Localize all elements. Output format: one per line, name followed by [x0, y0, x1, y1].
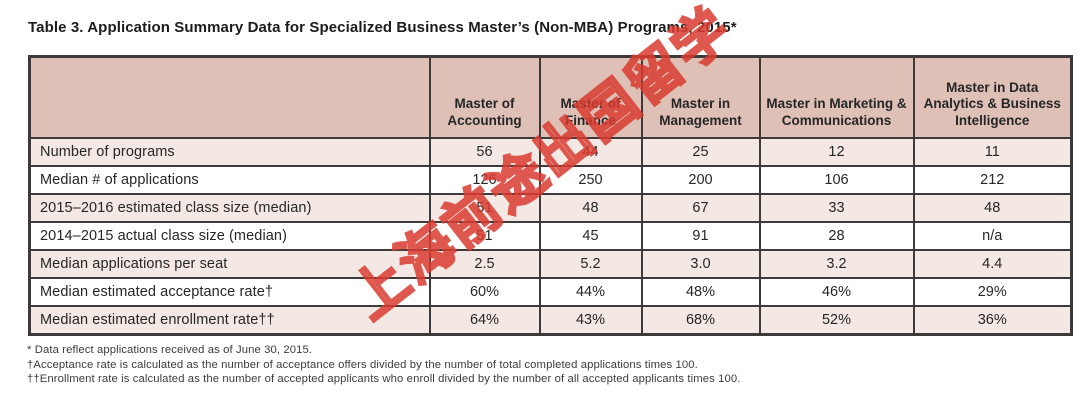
footnote-double-dagger: ††Enrollment rate is calculated as the n… — [27, 373, 741, 385]
data-cell: 68% — [640, 305, 761, 336]
data-cell: 43% — [538, 305, 643, 336]
data-cell: 3.0 — [640, 249, 761, 279]
data-cell: 64% — [428, 305, 541, 336]
row-label: Number of programs — [28, 137, 431, 167]
data-cell: 3.2 — [758, 249, 915, 279]
data-cell: 33 — [758, 193, 915, 223]
data-cell: 45 — [538, 221, 643, 251]
data-cell: 67 — [640, 193, 761, 223]
data-cell: 56 — [428, 137, 541, 167]
data-cell: 44% — [538, 277, 643, 307]
data-cell: 250 — [538, 165, 643, 195]
header-cell-accounting: Master of Accounting — [428, 55, 541, 139]
data-cell: 36% — [912, 305, 1073, 336]
data-cell: 25 — [640, 137, 761, 167]
data-cell: 52% — [758, 305, 915, 336]
footnotes: * Data reflect applications received as … — [27, 343, 1067, 387]
row-label: Median estimated enrollment rate†† — [28, 305, 431, 336]
table-row: Number of programs 56 44 25 12 11 — [28, 137, 1073, 167]
row-label: 2014–2015 actual class size (median) — [28, 221, 431, 251]
table-title: Table 3. Application Summary Data for Sp… — [28, 19, 737, 36]
data-cell: 44 — [538, 137, 643, 167]
data-cell: 2.5 — [428, 249, 541, 279]
header-cell-finance: Master of Finance — [538, 55, 643, 139]
table-row: 2015–2016 estimated class size (median) … — [28, 193, 1073, 223]
data-cell: 51 — [428, 193, 541, 223]
footnote-dagger: †Acceptance rate is calculated as the nu… — [27, 358, 698, 371]
header-cell-marketing-communications: Master in Marketing & Communications — [758, 55, 915, 139]
data-cell: 126 — [428, 165, 541, 195]
row-label: 2015–2016 estimated class size (median) — [28, 193, 431, 223]
data-cell: 51 — [428, 221, 541, 251]
data-cell: 11 — [912, 137, 1073, 167]
table-row: Median estimated acceptance rate† 60% 44… — [28, 277, 1073, 307]
row-label: Median # of applications — [28, 165, 431, 195]
data-cell: 212 — [912, 165, 1073, 195]
data-cell: 91 — [640, 221, 761, 251]
data-cell: 48 — [912, 193, 1073, 223]
header-row: Master of Accounting Master of Finance M… — [28, 55, 1073, 139]
data-cell: 29% — [912, 277, 1073, 307]
data-cell: 106 — [758, 165, 915, 195]
data-cell: 48 — [538, 193, 643, 223]
row-label: Median applications per seat — [28, 249, 431, 279]
footnote-asterisk: * Data reflect applications received as … — [27, 344, 313, 356]
data-cell: 12 — [758, 137, 915, 167]
header-cell-management: Master in Management — [640, 55, 761, 139]
table-row: 2014–2015 actual class size (median) 51 … — [28, 221, 1073, 251]
data-cell: 4.4 — [912, 249, 1073, 279]
application-summary-table: Master of Accounting Master of Finance M… — [28, 55, 1073, 336]
data-cell: n/a — [912, 221, 1073, 251]
data-cell: 48% — [640, 277, 761, 307]
data-cell: 46% — [758, 277, 915, 307]
table-row: Median # of applications 126 250 200 106… — [28, 165, 1073, 195]
header-cell-data-analytics: Master in Data Analytics & Business Inte… — [912, 55, 1073, 139]
table-row: Median estimated enrollment rate†† 64% 4… — [28, 305, 1073, 336]
table-row: Median applications per seat 2.5 5.2 3.0… — [28, 249, 1073, 279]
data-cell: 200 — [640, 165, 761, 195]
data-cell: 5.2 — [538, 249, 643, 279]
header-cell-empty — [28, 55, 431, 139]
data-cell: 60% — [428, 277, 541, 307]
row-label: Median estimated acceptance rate† — [28, 277, 431, 307]
data-cell: 28 — [758, 221, 915, 251]
